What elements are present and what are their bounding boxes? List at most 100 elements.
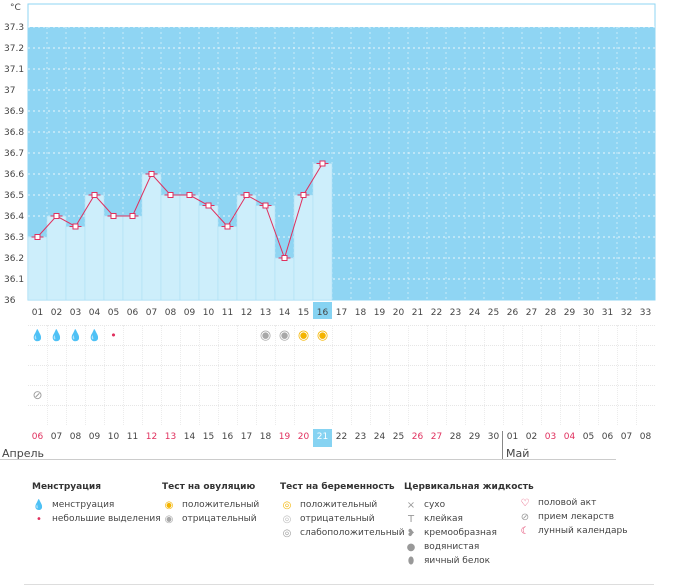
date-cell[interactable]: 29: [468, 432, 481, 442]
x-tick-label: 31: [602, 308, 613, 318]
date-cell[interactable]: 01: [506, 432, 519, 442]
x-tick-label: 14: [279, 308, 291, 318]
grid-row: [28, 345, 655, 365]
menstruation-drop-icon[interactable]: 💧: [49, 328, 64, 342]
date-cell[interactable]: 06: [31, 432, 44, 442]
y-tick-label: 36: [4, 296, 16, 306]
date-cell[interactable]: 22: [335, 432, 348, 442]
positive-coin-icon: ◉: [164, 499, 174, 511]
temp-point: [72, 223, 79, 230]
date-cell[interactable]: 04: [563, 432, 576, 442]
date-cell[interactable]: 07: [620, 432, 633, 442]
x-tick-label: 06: [127, 308, 139, 318]
ovulation-positive-icon[interactable]: ◉: [316, 327, 329, 343]
date-cell[interactable]: 16: [221, 432, 234, 442]
legend-item: ◎ положительный: [280, 498, 405, 512]
x-tick-label: 03: [70, 308, 81, 318]
grid-col: [351, 325, 352, 425]
ovulation-positive-icon[interactable]: ◉: [297, 327, 310, 343]
grid-col: [256, 325, 257, 425]
egg-white-icon: ⬮: [407, 555, 415, 567]
temp-bar: [84, 194, 105, 301]
x-tick-label: 22: [431, 308, 442, 318]
date-cell[interactable]: 20: [297, 432, 310, 442]
creamy-icon: ❥: [406, 527, 416, 539]
menstruation-drop-icon[interactable]: 💧: [68, 328, 83, 342]
temp-bar: [122, 215, 143, 301]
date-cell[interactable]: 14: [183, 432, 196, 442]
light-spotting-icon[interactable]: •: [110, 328, 117, 342]
dry-icon: ×: [406, 499, 416, 511]
date-cell[interactable]: 09: [88, 432, 101, 442]
date-cell[interactable]: 27: [430, 432, 443, 442]
legend-item: • небольшие выделения: [32, 512, 161, 526]
x-tick-label: 32: [621, 308, 632, 318]
date-cell[interactable]: 23: [354, 432, 367, 442]
month-separator: [502, 431, 503, 459]
temp-point: [205, 202, 212, 209]
ovulation-negative-icon[interactable]: ◉: [278, 327, 291, 343]
date-cell[interactable]: 08: [639, 432, 652, 442]
temp-point: [110, 213, 117, 219]
date-cell[interactable]: 11: [126, 432, 139, 442]
ovulation-negative-icon[interactable]: ◉: [259, 327, 272, 343]
y-tick-label: 36.3: [4, 233, 24, 243]
x-tick-label: 20: [393, 308, 405, 318]
date-cell[interactable]: 05: [582, 432, 595, 442]
grid-col: [636, 325, 637, 425]
grid-col: [446, 325, 447, 425]
grid-col: [332, 325, 333, 425]
temp-bar: [312, 163, 333, 301]
date-cell[interactable]: 06: [601, 432, 614, 442]
legend-other: ♡ половой акт ⊘ прием лекарств ☾ лунный кал…: [518, 496, 628, 538]
legend-label: небольшие выделения: [52, 514, 161, 524]
temp-line: [37, 163, 323, 260]
temp-point: [91, 192, 98, 198]
date-cell[interactable]: 12: [145, 432, 158, 442]
temp-point: [167, 192, 174, 198]
date-cell[interactable]: 17: [240, 432, 253, 442]
date-cell[interactable]: 28: [449, 432, 462, 442]
date-cell[interactable]: 07: [50, 432, 63, 442]
grid-col: [180, 325, 181, 425]
legend-label: лунный календарь: [538, 526, 628, 536]
month-label-may: Май: [506, 447, 530, 460]
y-tick-label: 36.4: [4, 212, 24, 222]
date-cell[interactable]: 03: [544, 432, 557, 442]
date-cell[interactable]: 10: [107, 432, 120, 442]
date-cell[interactable]: 13: [164, 432, 177, 442]
date-cell[interactable]: 30: [487, 432, 500, 442]
x-tick-label: 07: [146, 308, 157, 318]
legend-item: × сухо: [404, 498, 534, 512]
legend-ovulation: Тест на овуляцию ◉ положительный ◉ отрицат…: [162, 482, 259, 526]
menstruation-drop-icon[interactable]: 💧: [30, 328, 45, 342]
date-cell[interactable]: 24: [373, 432, 386, 442]
watery-icon: ●: [406, 541, 416, 553]
date-cell[interactable]: 25: [392, 432, 405, 442]
legend-label: клейкая: [424, 514, 463, 524]
date-cell[interactable]: 19: [278, 432, 291, 442]
heart-icon: ♡: [520, 497, 530, 509]
date-cell[interactable]: 08: [69, 432, 82, 442]
legend-item: ❥ кремообразная: [404, 526, 534, 540]
date-cell[interactable]: 18: [259, 432, 272, 442]
temp-bar: [27, 236, 48, 301]
date-cell[interactable]: 26: [411, 432, 424, 442]
date-cell[interactable]: 02: [525, 432, 538, 442]
menstruation-drop-icon[interactable]: 💧: [87, 328, 102, 342]
x-tick-label: 02: [51, 308, 62, 318]
grid-col: [161, 325, 162, 425]
pill-icon[interactable]: ⊘: [32, 388, 43, 402]
date-cell[interactable]: 15: [202, 432, 215, 442]
grid-col: [541, 325, 542, 425]
grid-row: [28, 405, 655, 425]
y-tick-label: 37: [4, 86, 15, 96]
legend-label: менструация: [52, 500, 115, 510]
date-cell[interactable]: 21: [313, 429, 332, 447]
date-row: 06 07 08 09 10 11 12 13 14 15 16 17 18 19 20 21 22 23 24 25…: [28, 429, 655, 447]
legend-item: ◎ слабоположительный: [280, 526, 405, 540]
temp-point: [300, 192, 307, 198]
x-tick-label: 17: [336, 308, 347, 318]
grid-col: [47, 325, 48, 425]
